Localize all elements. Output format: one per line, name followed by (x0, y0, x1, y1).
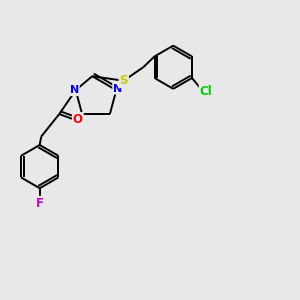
Text: O: O (73, 113, 83, 126)
Text: F: F (36, 197, 44, 210)
Text: S: S (119, 74, 128, 87)
Text: Cl: Cl (200, 85, 212, 98)
Text: N: N (70, 85, 79, 95)
Text: N: N (113, 84, 122, 94)
